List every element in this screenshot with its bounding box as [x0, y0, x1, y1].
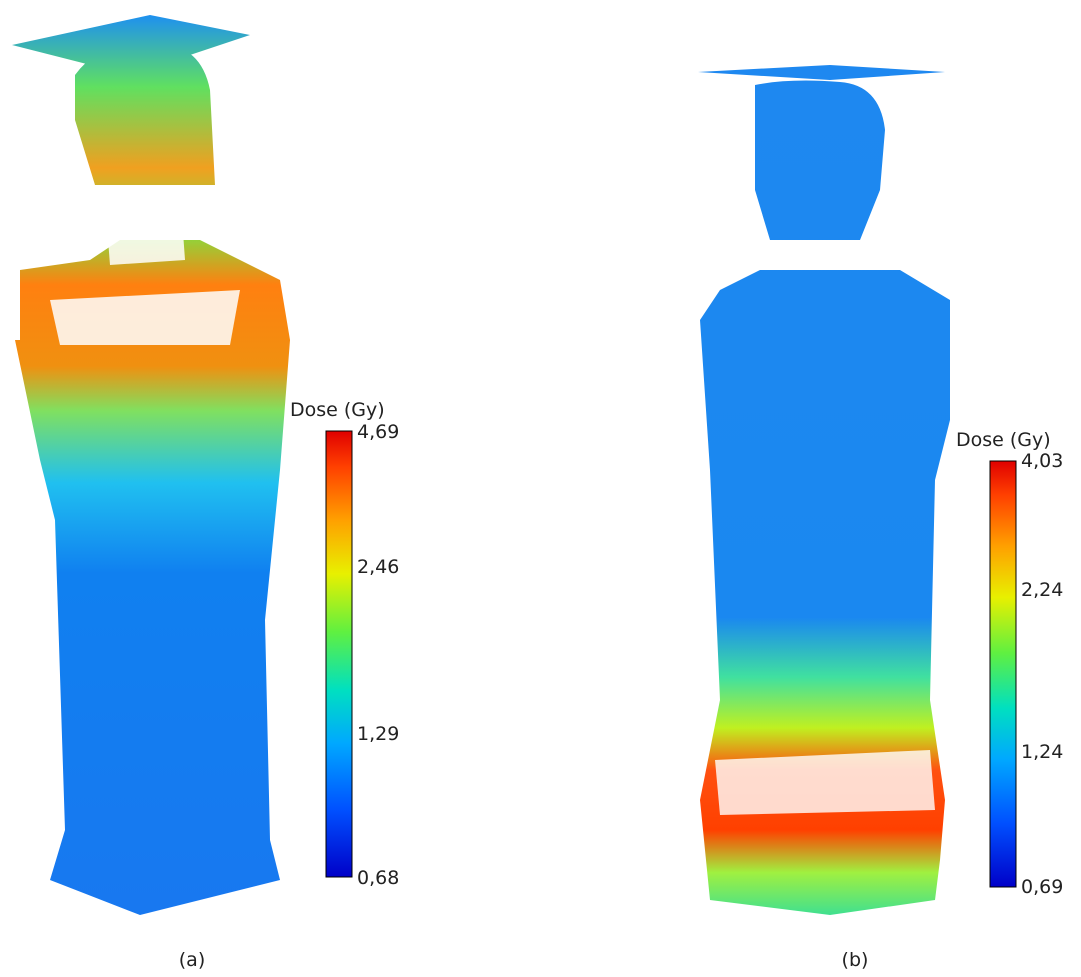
colorbar-tick-label: 4,69	[357, 421, 399, 443]
dose-rendering-a	[12, 15, 290, 915]
colorbar-tick-label: 2,24	[1021, 579, 1063, 601]
colorbar-title: Dose (Gy)	[290, 399, 385, 421]
voxel-gaps-a	[50, 190, 240, 345]
colorbar-tick-label: 0,69	[1021, 876, 1063, 898]
panel-label: (a)	[179, 949, 205, 971]
voxel-gaps-b	[715, 750, 935, 815]
colorbar-tick-label: 4,03	[1021, 450, 1063, 472]
colorbar-title: Dose (Gy)	[956, 429, 1051, 451]
colorbar-tick-label: 1,29	[357, 723, 399, 745]
colorbar	[989, 460, 1017, 888]
colorbar-tick-label: 2,46	[357, 556, 399, 578]
colorbar-tick-label: 1,24	[1021, 741, 1063, 763]
panel-label: (b)	[842, 949, 869, 971]
colorbar-tick-label: 0,68	[357, 867, 399, 889]
colorbar	[325, 430, 353, 878]
